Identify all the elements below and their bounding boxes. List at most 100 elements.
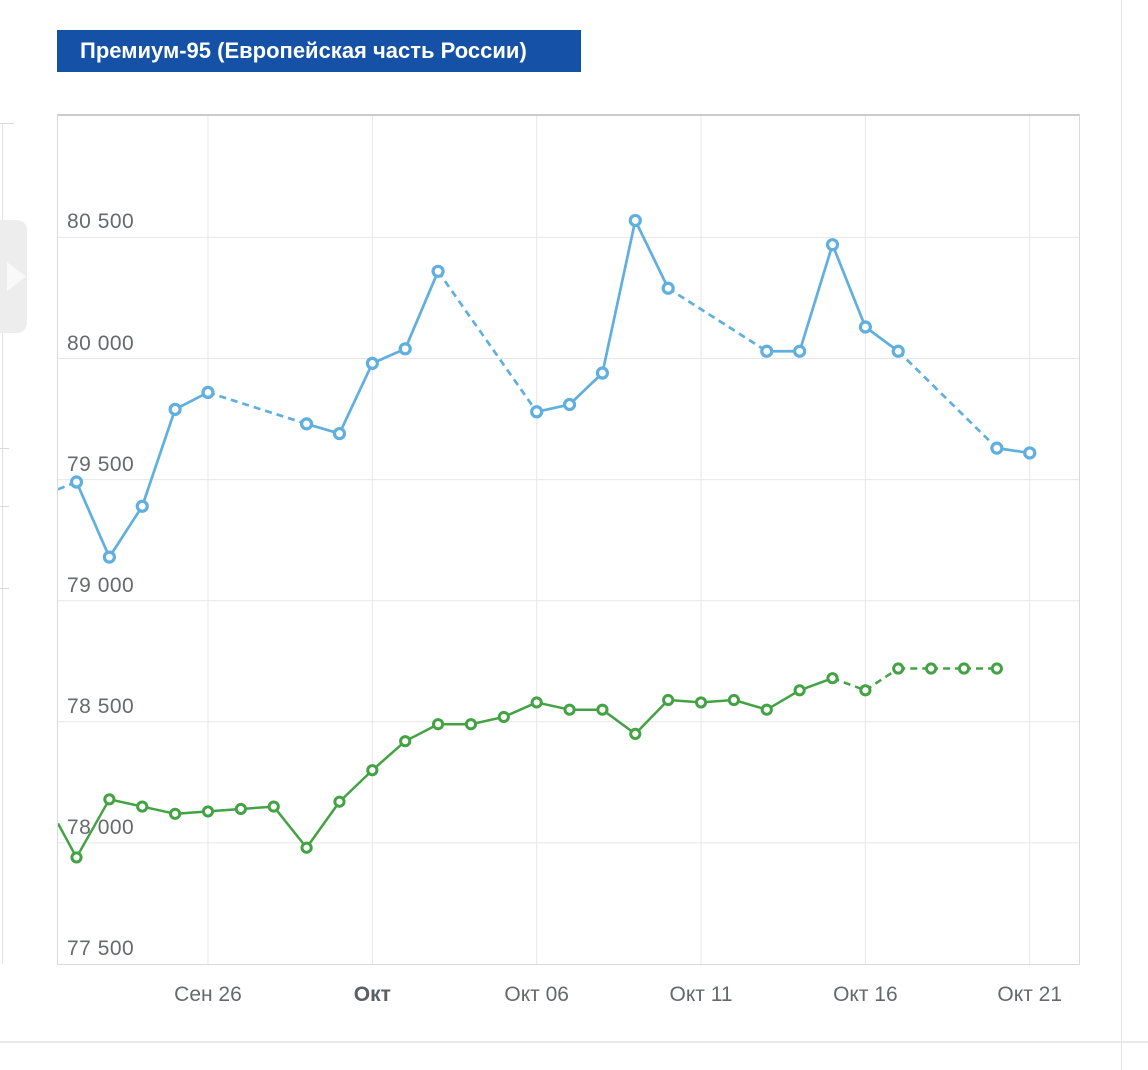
series-blue-marker[interactable] [530,405,544,419]
series-green-edge-segment [58,822,78,859]
series-blue-marker[interactable] [628,213,642,228]
series-green-marker[interactable] [431,718,445,731]
series-blue-segment [864,325,900,353]
series-green-marker[interactable] [826,672,839,685]
y-axis-label: 80 000 [67,331,135,355]
series-blue-marker[interactable] [102,550,116,564]
series-green-segment [864,667,899,692]
y-axis-label: 80 500 [67,210,135,234]
series-blue-marker[interactable] [431,264,445,278]
series-green-marker[interactable] [70,851,83,864]
page-right-divider [1121,0,1122,1070]
series-green-marker[interactable] [596,703,609,716]
series-green-segment [371,740,407,772]
series-green-marker[interactable] [267,800,280,813]
series-blue-marker[interactable] [891,344,905,358]
series-blue-segment [207,391,308,426]
series-blue-marker[interactable] [760,344,774,358]
series-green-segment [634,699,670,735]
series-green-marker[interactable] [793,684,806,697]
series-blue-marker[interactable] [562,397,577,412]
nav-arrow-button[interactable] [0,220,27,333]
series-green-marker[interactable] [892,662,905,675]
series-green-marker[interactable] [333,795,346,808]
series-blue-marker[interactable] [299,417,314,431]
x-axis-label: Окт 06 [504,983,569,1006]
x-axis-label: Окт 21 [997,983,1063,1006]
y-axis-label: 77 500 [67,937,135,960]
series-green-segment [338,769,374,803]
series-green-marker[interactable] [366,764,379,777]
series-green-marker[interactable] [399,735,412,748]
series-green-segment [766,689,801,711]
series-green-marker[interactable] [694,696,708,709]
neighbor-chart-gridline-stub [0,123,14,124]
series-green-marker[interactable] [201,805,215,818]
series-green-marker[interactable] [629,727,642,741]
series-green-marker[interactable] [497,710,510,724]
series-green-segment [404,723,439,743]
series-green-marker[interactable] [234,802,247,816]
series-blue-segment [338,362,374,435]
chevron-right-icon [7,262,26,291]
chart-title: Премиум-95 (Европейская часть России) [80,38,527,63]
series-green-marker[interactable] [464,718,478,731]
price-chart [58,116,1079,964]
series-blue-marker[interactable] [793,344,807,358]
series-blue-marker[interactable] [168,402,182,416]
neighbor-chart-gridline-stub [0,506,9,507]
series-blue-marker[interactable] [990,441,1004,455]
series-green-marker[interactable] [300,841,313,854]
series-blue-segment [831,244,867,328]
series-blue-segment [436,270,538,413]
series-blue-segment [897,350,998,450]
series-blue-marker[interactable] [332,426,347,441]
series-green-marker[interactable] [103,793,116,806]
series-green-marker[interactable] [859,684,872,697]
series-green-marker[interactable] [530,696,543,709]
series-blue-segment [403,270,440,350]
series-blue-segment [667,287,768,353]
series-green-marker[interactable] [760,703,773,716]
bottom-divider [0,1041,1148,1043]
x-axis-label: Окт 16 [833,983,898,1006]
neighbor-chart-gridline-stub [0,448,9,449]
series-green-marker[interactable] [957,662,971,675]
series-blue-marker[interactable] [398,342,412,356]
series-green-marker[interactable] [727,693,741,707]
series-green-marker[interactable] [563,703,576,716]
series-green-segment [305,800,341,849]
series-green-segment [272,805,308,849]
series-blue-segment [108,505,144,558]
series-blue-marker[interactable] [1023,446,1037,460]
neighbor-chart-edge-line [2,123,3,964]
series-blue-marker[interactable] [661,281,675,295]
series-blue-marker[interactable] [135,499,149,513]
series-blue-marker[interactable] [595,366,610,380]
series-blue-marker[interactable] [69,475,84,489]
series-green-segment [601,708,637,735]
series-blue-segment [798,244,834,352]
series-green-marker[interactable] [662,693,675,707]
series-green-marker[interactable] [990,662,1003,675]
series-blue-segment [140,408,177,507]
y-axis-label: 78 500 [67,694,135,718]
plot-area[interactable]: 77 500 78 000 78 500 79 000 79 500 80 000 80 5… [58,116,1079,964]
y-axis-label: 78 000 [67,815,135,839]
series-blue-marker[interactable] [201,385,215,400]
neighbor-chart-gridline-stub [0,588,9,589]
series-blue-segment [601,220,637,374]
series-green-segment [75,798,111,859]
series-green-marker[interactable] [925,662,938,675]
series-blue-marker[interactable] [825,238,840,252]
series-blue-marker[interactable] [858,320,872,334]
chart-title-bar: Премиум-95 (Европейская часть России) [57,30,581,72]
y-axis-label: 79 500 [67,452,135,476]
series-green-marker[interactable] [136,800,149,813]
series-blue-marker[interactable] [365,356,379,370]
y-axis-label: 79 000 [67,573,135,597]
x-axis-label: Окт 11 [669,983,733,1006]
x-axis-label: Сен 26 [174,983,242,1006]
series-blue-segment [568,372,604,406]
series-green-marker[interactable] [169,807,182,820]
